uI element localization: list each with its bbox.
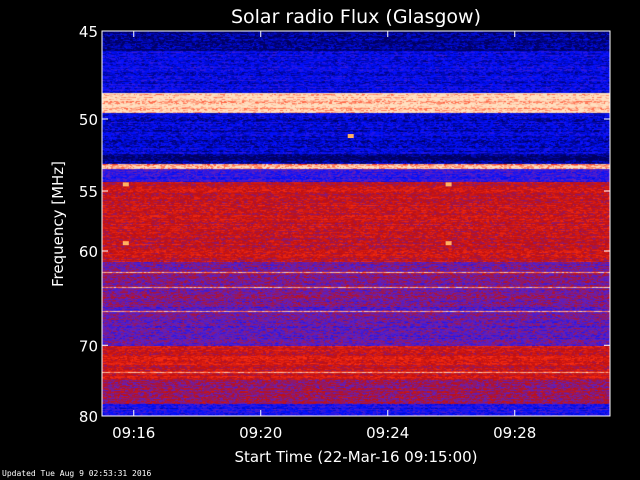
x-tick-label: 09:24 (366, 424, 409, 442)
plot-frame (101, 30, 611, 417)
hotspot-mark (122, 182, 129, 187)
hotspot-mark (445, 182, 452, 187)
plot-area (102, 31, 610, 416)
x-axis-label: Start Time (22-Mar-16 09:15:00) (234, 448, 477, 466)
axes: 45 50 55 60 70 80 09:16 09:20 09:24 09:28 (79, 23, 611, 442)
hotspot-mark (445, 241, 452, 246)
x-tick-label: 09:16 (112, 424, 155, 442)
hotspot-mark (122, 241, 129, 246)
x-tick-label: 09:20 (239, 424, 282, 442)
y-tick-label: 80 (79, 408, 98, 426)
hotspot-mark (347, 134, 354, 139)
spectrogram-image (102, 31, 610, 416)
update-timestamp: Updated Tue Aug 9 02:53:31 2016 (2, 469, 152, 478)
y-tick-label: 70 (79, 337, 98, 355)
chart-title: Solar radio Flux (Glasgow) (231, 6, 481, 28)
y-tick-label: 45 (79, 23, 98, 41)
y-tick-label: 55 (79, 183, 98, 201)
x-tick-label: 09:28 (493, 424, 536, 442)
y-axis-label: Frequency [MHz] (49, 161, 67, 287)
y-tick-label: 50 (79, 111, 98, 129)
y-tick-label: 60 (79, 243, 98, 261)
